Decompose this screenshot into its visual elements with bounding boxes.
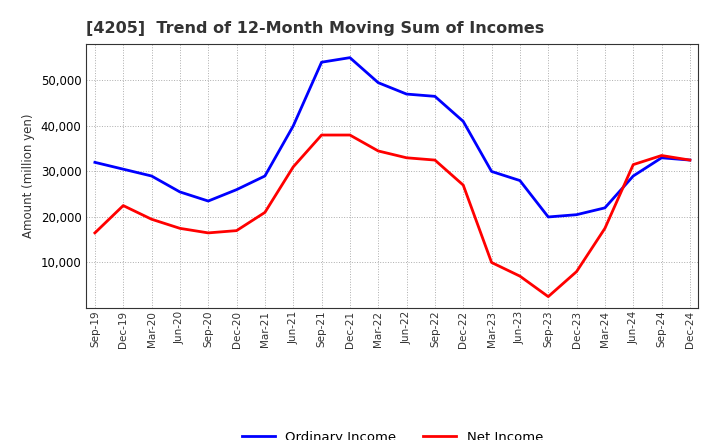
Net Income [487,260,496,265]
Net Income [629,162,637,167]
Net Income [91,230,99,235]
Ordinary Income [685,158,694,163]
Ordinary Income [91,160,99,165]
Ordinary Income [176,189,184,194]
Ordinary Income [289,123,297,128]
Ordinary Income [374,80,382,85]
Ordinary Income [516,178,524,183]
Ordinary Income [261,173,269,179]
Ordinary Income [148,173,156,179]
Ordinary Income [402,92,411,97]
Net Income [516,274,524,279]
Line: Ordinary Income: Ordinary Income [95,58,690,217]
Y-axis label: Amount (million yen): Amount (million yen) [22,114,35,238]
Net Income [233,228,241,233]
Net Income [204,230,212,235]
Net Income [374,148,382,154]
Net Income [600,226,609,231]
Net Income [431,158,439,163]
Ordinary Income [318,59,326,65]
Net Income [318,132,326,138]
Ordinary Income [233,187,241,192]
Net Income [346,132,354,138]
Net Income [261,210,269,215]
Net Income [657,153,666,158]
Ordinary Income [572,212,581,217]
Net Income [572,269,581,274]
Text: [4205]  Trend of 12-Month Moving Sum of Incomes: [4205] Trend of 12-Month Moving Sum of I… [86,21,544,36]
Net Income [119,203,127,208]
Line: Net Income: Net Income [95,135,690,297]
Ordinary Income [629,173,637,179]
Ordinary Income [431,94,439,99]
Ordinary Income [459,119,467,124]
Net Income [685,158,694,163]
Ordinary Income [487,169,496,174]
Ordinary Income [544,214,552,220]
Net Income [289,164,297,169]
Ordinary Income [204,198,212,204]
Net Income [544,294,552,299]
Ordinary Income [119,166,127,172]
Ordinary Income [346,55,354,60]
Ordinary Income [600,205,609,210]
Net Income [148,216,156,222]
Legend: Ordinary Income, Net Income: Ordinary Income, Net Income [237,425,548,440]
Ordinary Income [657,155,666,161]
Net Income [176,226,184,231]
Net Income [402,155,411,161]
Net Income [459,183,467,188]
